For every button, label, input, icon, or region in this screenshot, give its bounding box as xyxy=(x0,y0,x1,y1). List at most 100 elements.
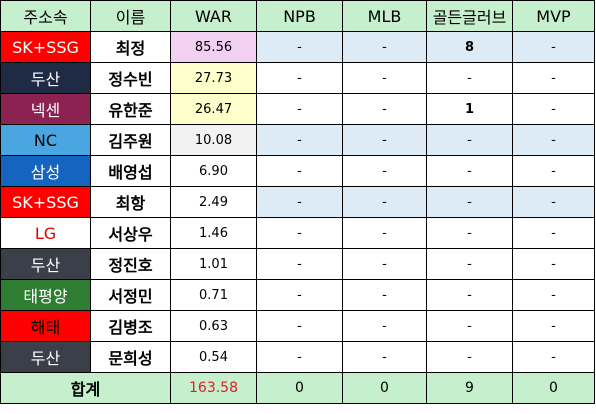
player-name-cell: 최항 xyxy=(90,186,171,218)
mvp-cell: - xyxy=(512,93,595,125)
player-name-cell: 정진호 xyxy=(90,248,171,280)
table-body: SK+SSG 최정 85.56- -8- 두산 정수빈 27.73- - - - 넥센 유한준 26.4… xyxy=(0,31,595,373)
table-row: 해태 김병조 0.63- - - - xyxy=(0,310,595,342)
golden-glove-cell: - xyxy=(426,341,513,373)
npb-cell: - xyxy=(256,310,343,342)
npb-cell: - xyxy=(256,124,343,156)
team-cell: LG xyxy=(0,217,91,249)
npb-cell: - xyxy=(256,248,343,280)
total-npb: 0 xyxy=(256,372,343,404)
table-row: 두산 문희성 0.54- - - - xyxy=(0,341,595,373)
team-cell: 두산 xyxy=(0,341,91,373)
mlb-cell: - xyxy=(342,155,427,187)
player-name-cell: 유한준 xyxy=(90,93,171,125)
mlb-cell: - xyxy=(342,279,427,311)
npb-cell: - xyxy=(256,155,343,187)
npb-cell: - xyxy=(256,217,343,249)
npb-cell: - xyxy=(256,93,343,125)
mlb-cell: - xyxy=(342,93,427,125)
npb-cell: - xyxy=(256,62,343,94)
team-cell: 삼성 xyxy=(0,155,91,187)
mvp-cell: - xyxy=(512,62,595,94)
mvp-cell: - xyxy=(512,310,595,342)
war-cell: 6.90 xyxy=(170,155,257,187)
player-name-cell: 서정민 xyxy=(90,279,171,311)
table-row: SK+SSG 최정 85.56- -8- xyxy=(0,31,595,63)
npb-cell: - xyxy=(256,186,343,218)
mlb-cell: - xyxy=(342,31,427,63)
header-team: 주소속 xyxy=(0,0,91,32)
war-cell: 27.73 xyxy=(170,62,257,94)
total-mlb: 0 xyxy=(342,372,427,404)
golden-glove-cell: - xyxy=(426,310,513,342)
table-row: 삼성 배영섭 6.90- - - - xyxy=(0,155,595,187)
mvp-cell: - xyxy=(512,217,595,249)
team-cell: NC xyxy=(0,124,91,156)
total-war: 163.58 xyxy=(170,372,257,404)
mlb-cell: - xyxy=(342,217,427,249)
mvp-cell: - xyxy=(512,124,595,156)
golden-glove-cell: 8 xyxy=(426,31,513,63)
golden-glove-cell: - xyxy=(426,279,513,311)
golden-glove-cell: - xyxy=(426,62,513,94)
player-name-cell: 김병조 xyxy=(90,310,171,342)
total-row: 합계 163.58 0 0 9 0 xyxy=(0,372,595,404)
npb-cell: - xyxy=(256,341,343,373)
mvp-cell: - xyxy=(512,31,595,63)
mvp-cell: - xyxy=(512,155,595,187)
war-cell: 26.47 xyxy=(170,93,257,125)
npb-cell: - xyxy=(256,31,343,63)
mlb-cell: - xyxy=(342,310,427,342)
table-row: 두산 정진호 1.01- - - - xyxy=(0,248,595,280)
golden-glove-cell: - xyxy=(426,248,513,280)
war-cell: 1.46 xyxy=(170,217,257,249)
player-name-cell: 정수빈 xyxy=(90,62,171,94)
total-mvp: 0 xyxy=(512,372,595,404)
header-war: WAR xyxy=(170,0,257,32)
war-cell: 0.71 xyxy=(170,279,257,311)
team-cell: 넥센 xyxy=(0,93,91,125)
table-row: NC 김주원 10.08- - - - xyxy=(0,124,595,156)
golden-glove-cell: - xyxy=(426,217,513,249)
golden-glove-cell: - xyxy=(426,155,513,187)
mlb-cell: - xyxy=(342,341,427,373)
header-mlb: MLB xyxy=(342,0,427,32)
war-cell: 85.56 xyxy=(170,31,257,63)
header-npb: NPB xyxy=(256,0,343,32)
mvp-cell: - xyxy=(512,186,595,218)
golden-glove-cell: 1 xyxy=(426,93,513,125)
player-name-cell: 서상우 xyxy=(90,217,171,249)
table-row: SK+SSG 최항 2.49- - - - xyxy=(0,186,595,218)
war-cell: 0.54 xyxy=(170,341,257,373)
npb-cell: - xyxy=(256,279,343,311)
team-cell: SK+SSG xyxy=(0,31,91,63)
golden-glove-cell: - xyxy=(426,186,513,218)
total-label: 합계 xyxy=(0,372,171,404)
mlb-cell: - xyxy=(342,124,427,156)
mvp-cell: - xyxy=(512,248,595,280)
mlb-cell: - xyxy=(342,248,427,280)
team-cell: SK+SSG xyxy=(0,186,91,218)
player-name-cell: 김주원 xyxy=(90,124,171,156)
total-golden-glove: 9 xyxy=(426,372,513,404)
player-name-cell: 배영섭 xyxy=(90,155,171,187)
war-cell: 0.63 xyxy=(170,310,257,342)
player-name-cell: 최정 xyxy=(90,31,171,63)
war-cell: 10.08 xyxy=(170,124,257,156)
header-row: 주소속 이름 WAR NPB MLB 골든글러브 MVP xyxy=(0,0,595,32)
mvp-cell: - xyxy=(512,341,595,373)
team-cell: 두산 xyxy=(0,248,91,280)
player-name-cell: 문희성 xyxy=(90,341,171,373)
header-mvp: MVP xyxy=(512,0,595,32)
table-row: 태평양 서정민 0.71- - - - xyxy=(0,279,595,311)
mvp-cell: - xyxy=(512,279,595,311)
war-table: 주소속 이름 WAR NPB MLB 골든글러브 MVP SK+SSG 최정 85.… xyxy=(0,0,595,404)
mlb-cell: - xyxy=(342,62,427,94)
war-cell: 2.49 xyxy=(170,186,257,218)
mlb-cell: - xyxy=(342,186,427,218)
team-cell: 태평양 xyxy=(0,279,91,311)
team-cell: 해태 xyxy=(0,310,91,342)
table-row: LG 서상우 1.46- - - - xyxy=(0,217,595,249)
team-cell: 두산 xyxy=(0,62,91,94)
header-name: 이름 xyxy=(90,0,171,32)
